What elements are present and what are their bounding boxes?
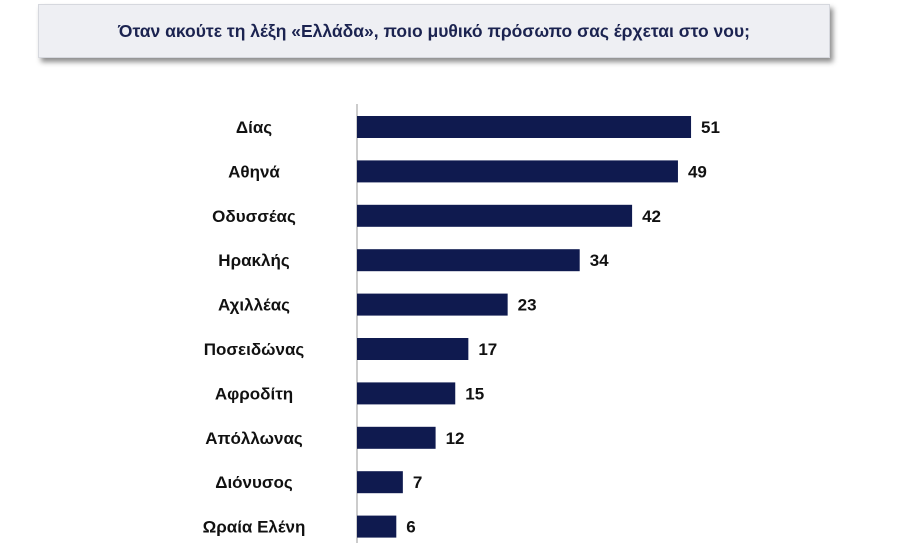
value-label-9: 7: [413, 473, 422, 492]
category-label-6: Ποσειδώνας: [204, 340, 305, 359]
chart-title: Όταν ακούτε τη λέξη «Ελλάδα», ποιο μυθικ…: [118, 20, 750, 41]
value-label-6: 17: [478, 340, 497, 359]
value-label-7: 15: [465, 384, 484, 403]
value-label-4: 34: [590, 251, 609, 270]
value-label-1: 51: [701, 118, 720, 137]
value-label-2: 49: [688, 162, 707, 181]
value-label-3: 42: [642, 207, 661, 226]
bar-4: [357, 249, 580, 272]
bar-9: [357, 471, 403, 494]
category-label-5: Αχιλλέας: [218, 296, 290, 315]
bar-3: [357, 204, 633, 227]
bar-2: [357, 160, 678, 183]
chart-title-box: Όταν ακούτε τη λέξη «Ελλάδα», ποιο μυθικ…: [38, 4, 830, 58]
value-label-10: 6: [406, 518, 415, 537]
value-label-8: 12: [446, 429, 465, 448]
category-label-4: Ηρακλής: [218, 251, 290, 270]
value-labels-group: 51 49 42 34 23 17 15 12 7 6: [406, 118, 720, 537]
category-label-3: Οδυσσέας: [212, 207, 296, 226]
bar-7: [357, 382, 456, 405]
bar-8: [357, 426, 436, 449]
bars-group: [357, 116, 692, 538]
category-label-8: Απόλλωνας: [205, 429, 303, 448]
bar-5: [357, 293, 508, 316]
category-labels-group: Δίας Αθηνά Οδυσσέας Ηρακλής Αχιλλέας Ποσειδών…: [203, 118, 306, 537]
category-label-7: Αφροδίτη: [215, 384, 293, 403]
category-label-1: Δίας: [236, 118, 272, 137]
category-label-10: Ωραία Ελένη: [203, 518, 306, 537]
category-label-9: Διόνυσος: [215, 473, 293, 492]
bar-6: [357, 338, 469, 360]
value-label-5: 23: [518, 296, 537, 315]
bar-1: [357, 116, 692, 138]
category-label-2: Αθηνά: [228, 162, 280, 181]
bar-10: [357, 515, 397, 538]
